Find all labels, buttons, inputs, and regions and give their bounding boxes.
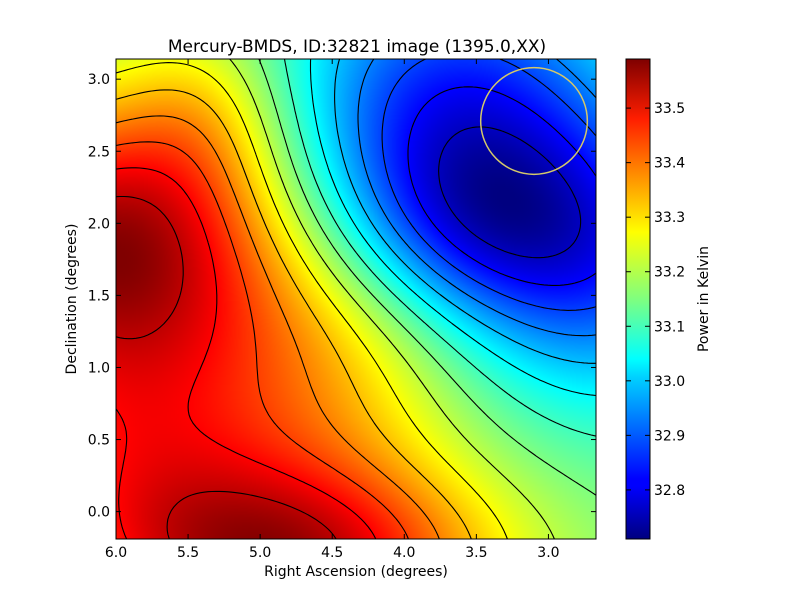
contour-line [229,59,555,539]
contour-line [438,126,582,259]
colorbar-tick-label: 33.5 [654,101,685,117]
x-tick-label: 3.0 [537,545,559,561]
x-tick-label: 5.5 [177,545,199,561]
colorbar-tick-label: 32.9 [654,428,685,444]
contour-line [116,89,472,539]
contour-line [357,59,596,337]
chart-title: Mercury-BMDS, ID:32821 image (1395.0,XX) [168,37,546,57]
y-tick-label: 2.0 [88,216,110,232]
colorbar-ticks: 32.8 32.9 33.0 33.1 33.2 33.3 33.4 33.5 [626,101,685,499]
colorbar-label: Power in Kelvin [696,246,712,352]
x-axis-label: Right Ascension (degrees) [264,564,448,580]
contour-line [258,59,596,496]
contour-line [116,62,508,539]
y-tick-label: 1.5 [88,288,110,304]
colorbar [625,58,651,540]
contour-line [334,59,596,364]
contour-line [283,59,596,437]
contour-line [116,167,377,539]
x-tick-label: 4.5 [321,545,343,561]
contour-line [116,115,440,539]
y-tick-label: 0.0 [88,505,110,521]
colorbar-tick-label: 32.8 [654,483,685,499]
colorbar-tick-label: 33.0 [654,374,685,390]
y-tick-label: 0.5 [88,433,110,449]
plot-frame [115,58,597,540]
x-tick-label: 3.5 [465,545,487,561]
colorbar-tick-label: 33.2 [654,265,685,281]
contour-line [116,141,409,539]
colorbar-tick-label: 33.1 [654,319,685,335]
y-axis-label: Declination (degrees) [64,224,80,375]
y-tick-label: 3.0 [88,72,110,88]
contour-line [381,59,596,311]
colorbar-tick-label: 33.4 [654,156,685,172]
y-tick-label: 1.0 [88,360,110,376]
colorbar-tick-label: 33.3 [654,210,685,226]
x-axis: 6.0 5.5 5.0 4.5 4.0 3.5 3.0 [105,59,560,561]
x-tick-label: 5.0 [249,545,271,561]
contour-line [116,195,337,539]
contour-line [309,59,596,397]
y-axis: 0.0 0.5 1.0 1.5 2.0 2.5 3.0 [88,72,596,521]
contour-lines [116,59,596,539]
heatmap-image [116,59,596,539]
contour-line [407,86,596,286]
x-tick-label: 6.0 [105,545,127,561]
marker-circle [479,66,589,176]
y-tick-label: 2.5 [88,144,110,160]
x-tick-label: 4.0 [393,545,415,561]
